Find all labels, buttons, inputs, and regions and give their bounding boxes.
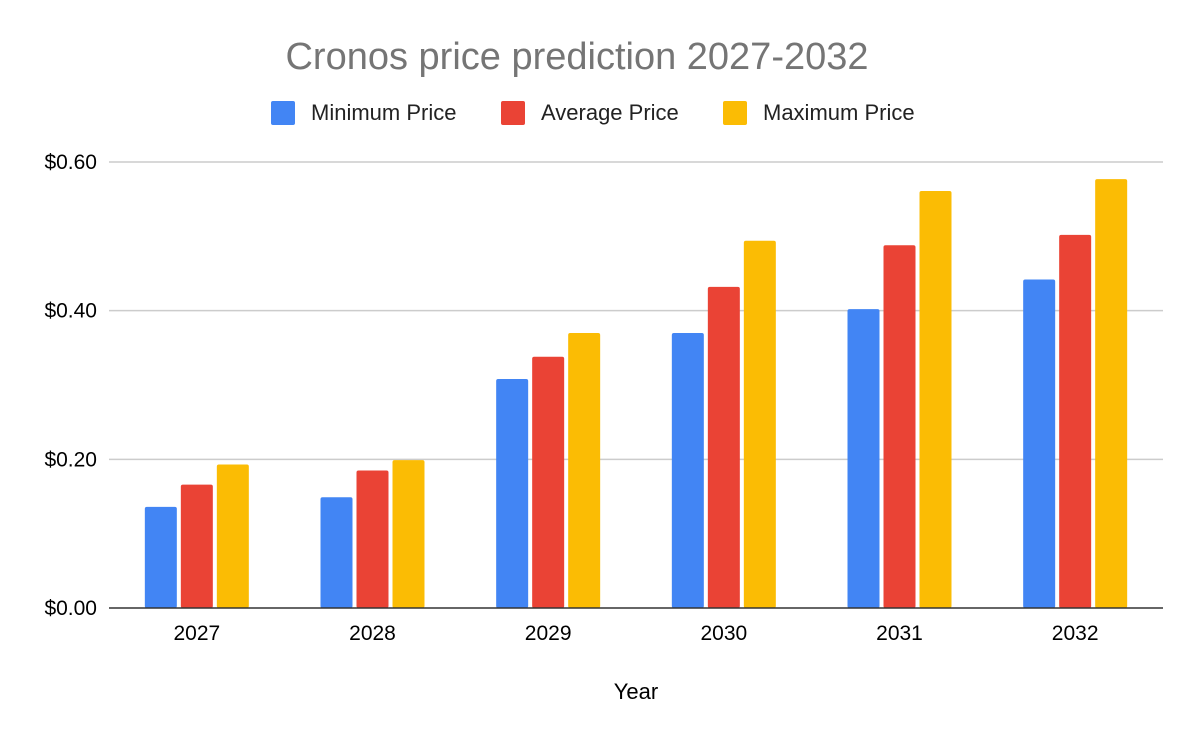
bar-minimum-price-2030	[671, 332, 704, 608]
x-tick-label: 2031	[876, 622, 923, 645]
y-tick-label: $0.00	[44, 597, 97, 620]
y-tick-label: $0.40	[44, 300, 97, 323]
x-tick-label: 2028	[349, 622, 396, 645]
legend-swatch	[723, 101, 747, 125]
y-tick-label: $0.60	[44, 151, 97, 174]
gridlines	[109, 161, 1163, 461]
bar-minimum-price-2029	[496, 379, 529, 608]
legend-label: Maximum Price	[763, 100, 915, 125]
bar-maximum-price-2029	[568, 332, 601, 608]
bar-average-price-2031	[883, 245, 916, 608]
x-tick-label: 2032	[1052, 622, 1099, 645]
bar-maximum-price-2027	[216, 464, 249, 608]
bars	[144, 179, 1128, 609]
bar-average-price-2029	[532, 356, 565, 608]
bar-maximum-price-2028	[392, 460, 425, 608]
legend-label: Average Price	[541, 100, 679, 125]
x-axis-title: Year	[614, 679, 658, 704]
bar-average-price-2027	[180, 484, 213, 608]
bar-maximum-price-2030	[743, 240, 776, 608]
y-axis-ticks: $0.00 $0.20 $0.40 $0.60	[44, 151, 97, 620]
bar-minimum-price-2032	[1023, 279, 1056, 608]
bar-minimum-price-2027	[144, 506, 177, 608]
bar-average-price-2032	[1059, 234, 1092, 608]
legend-swatch	[271, 101, 295, 125]
legend-label: Minimum Price	[311, 100, 456, 125]
bar-maximum-price-2032	[1095, 179, 1128, 608]
x-tick-label: 2029	[525, 622, 572, 645]
x-tick-label: 2027	[173, 622, 220, 645]
bar-maximum-price-2031	[919, 190, 952, 609]
bar-average-price-2028	[356, 470, 389, 608]
legend-swatch	[501, 101, 525, 125]
bar-minimum-price-2031	[847, 309, 880, 608]
chart-title: Cronos price prediction 2027-2032	[285, 36, 868, 78]
y-tick-label: $0.20	[44, 448, 97, 471]
bar-average-price-2030	[707, 286, 740, 608]
legend: Minimum Price Average Price Maximum Price	[271, 100, 915, 125]
x-tick-label: 2030	[700, 622, 747, 645]
x-axis-ticks: 2027 2028 2029 2030 2031 2032	[173, 622, 1098, 645]
bar-minimum-price-2028	[320, 497, 353, 608]
